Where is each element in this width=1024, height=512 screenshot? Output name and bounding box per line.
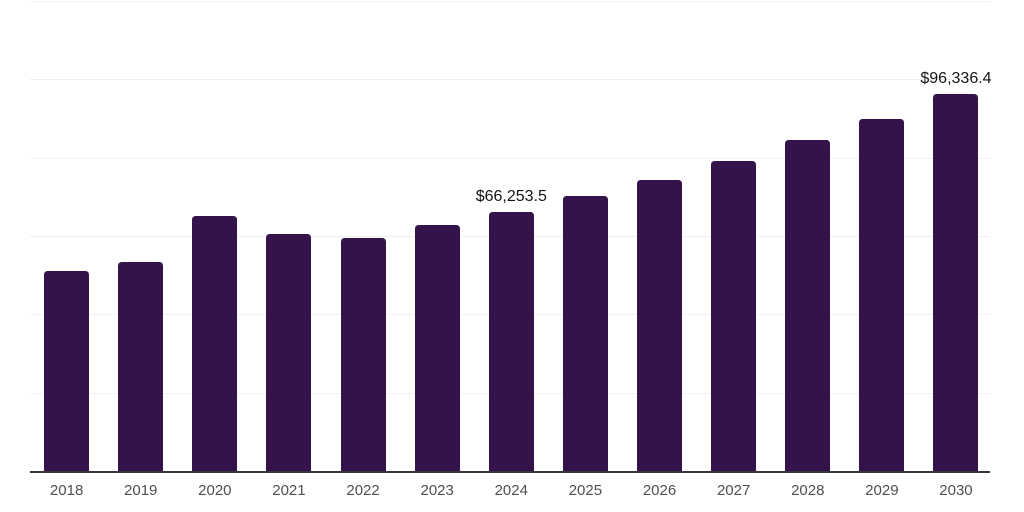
x-tick-label-2021: 2021: [272, 482, 306, 499]
bar-2029[interactable]: [859, 118, 905, 471]
x-tick-label-2018: 2018: [49, 482, 84, 499]
x-tick-label-2020: 2020: [198, 482, 232, 499]
x-tick-label-2022: 2022: [346, 482, 380, 499]
x-axis: 2018 2019 2020 2021 2022 2023 2024 2025 2026 2027…: [30, 481, 990, 505]
x-tick-label-2029: 2029: [865, 482, 899, 499]
bar-2020[interactable]: [192, 215, 238, 471]
plot-area: $66,253.5 $96,336.4: [30, 1, 992, 473]
bar-2030[interactable]: [933, 93, 979, 471]
bar-value-label-2024: $66,253.5: [475, 187, 547, 205]
bar-2026[interactable]: [637, 179, 683, 471]
bar-2023[interactable]: [414, 224, 460, 471]
bar-2027[interactable]: [711, 161, 757, 471]
x-tick-label-2019: 2019: [124, 482, 158, 499]
bar-2022[interactable]: [340, 237, 386, 471]
x-tick-label-2025: 2025: [568, 482, 603, 499]
x-tick-label-2028: 2028: [791, 482, 825, 499]
gridline: [30, 1, 990, 2]
gridline: [30, 79, 990, 81]
gridline: [30, 157, 990, 159]
bar-2025[interactable]: [562, 196, 608, 471]
x-tick-label-2026: 2026: [642, 482, 677, 499]
bar-2018[interactable]: [44, 271, 90, 471]
bar-2019[interactable]: [118, 262, 164, 471]
x-tick-label-2023: 2023: [420, 482, 454, 499]
bar-2021[interactable]: [266, 233, 312, 471]
x-tick-label-2030: 2030: [939, 482, 973, 499]
x-tick-label-2027: 2027: [716, 482, 751, 499]
x-tick-label-2024: 2024: [494, 482, 528, 499]
bar-2028[interactable]: [785, 140, 831, 471]
bar-value-label-2030: $96,336.4: [920, 69, 992, 87]
bar-2024[interactable]: [488, 211, 534, 471]
